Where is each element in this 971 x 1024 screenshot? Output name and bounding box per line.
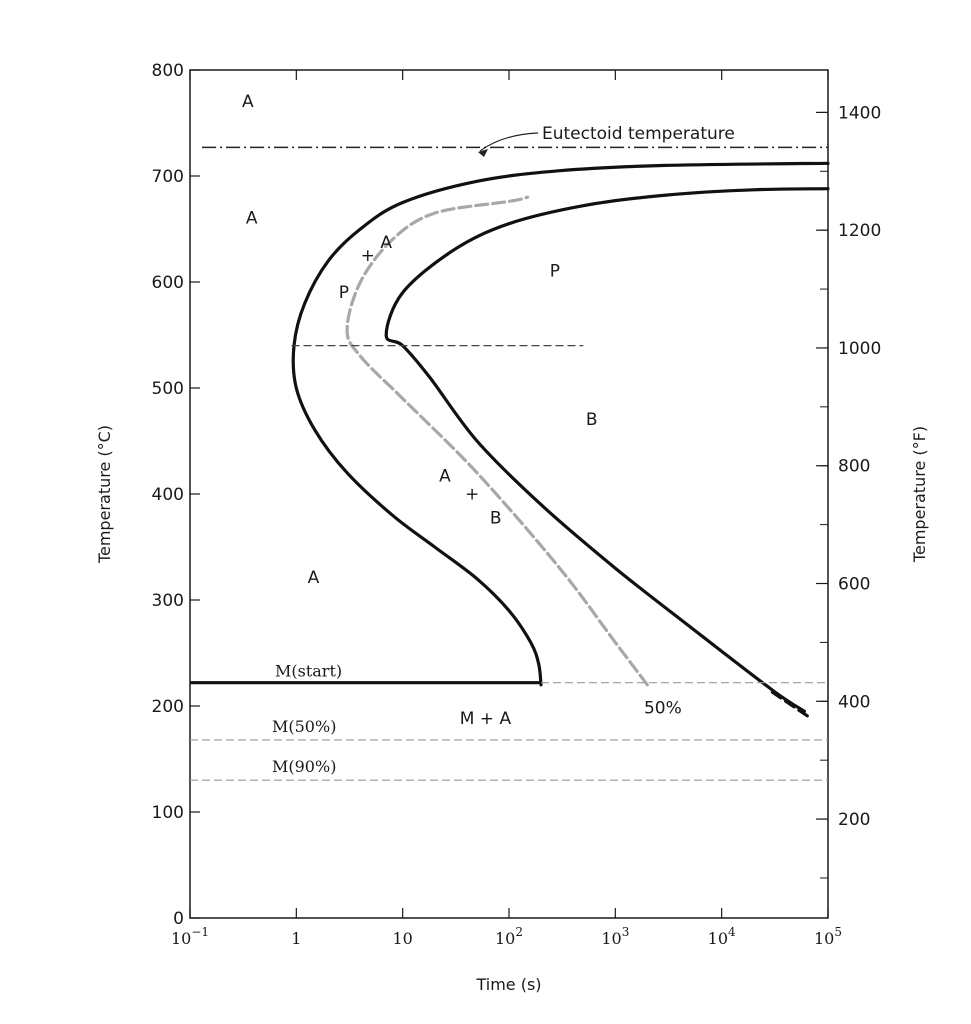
x-tick-label: 104 <box>708 925 736 948</box>
y-right-tick-label: 200 <box>838 810 870 830</box>
region-label: B <box>490 509 502 529</box>
region-label: A <box>380 233 392 253</box>
y-left-tick-label: 800 <box>152 61 184 81</box>
y-left-axis-title: Temperature (°C) <box>95 425 114 564</box>
y-left-tick-label: 400 <box>152 485 184 505</box>
y-right-tick-label: 600 <box>838 575 870 595</box>
region-label: + <box>465 484 479 504</box>
arrow-head-icon <box>478 149 488 157</box>
region-label: 50% <box>644 698 682 718</box>
start-curve <box>291 161 830 687</box>
y-right-tick-label: 1200 <box>838 221 881 241</box>
y-right-tick-label: 800 <box>838 457 870 477</box>
x-tick-label: 10 <box>392 929 412 948</box>
y-left-tick-label: 500 <box>152 379 184 399</box>
y-left-tick-label: 600 <box>152 273 184 293</box>
region-label: M + A <box>460 709 512 729</box>
fifty-percent-curve <box>345 195 649 687</box>
finish-curve <box>384 187 830 713</box>
x-tick-label: 105 <box>814 925 842 948</box>
finish-curve-extension <box>770 690 814 721</box>
region-label: + <box>361 246 375 266</box>
martensite-label: M(50%) <box>272 717 336 736</box>
region-label: A <box>308 568 320 588</box>
x-tick-label: 102 <box>495 925 523 948</box>
region-label: B <box>586 410 598 430</box>
y-left-tick-label: 100 <box>152 803 184 823</box>
x-axis-title: Time (s) <box>475 975 541 994</box>
region-label: P <box>550 262 560 282</box>
eutectoid-pointer <box>479 132 539 152</box>
x-tick-label: 103 <box>601 925 629 948</box>
y-right-tick-label: 400 <box>838 692 870 712</box>
region-label: P <box>339 283 349 303</box>
y-left-tick-label: 0 <box>173 909 184 929</box>
x-tick-label: 10−1 <box>171 925 209 948</box>
region-label: A <box>246 209 258 229</box>
martensite-label: M(start) <box>275 662 342 681</box>
martensite-label: M(90%) <box>272 757 336 776</box>
eutectoid-label: Eutectoid temperature <box>542 124 735 144</box>
y-right-tick-label: 1000 <box>838 339 881 359</box>
y-right-axis-title: Temperature (°F) <box>910 426 929 563</box>
region-label: A <box>242 92 254 112</box>
y-left-tick-label: 700 <box>152 167 184 187</box>
plot-frame <box>189 69 829 919</box>
region-label: A <box>439 466 451 486</box>
y-right-tick-label: 1400 <box>838 103 881 123</box>
y-left-tick-label: 300 <box>152 591 184 611</box>
x-tick-label: 1 <box>291 929 301 948</box>
y-left-tick-label: 200 <box>152 697 184 717</box>
